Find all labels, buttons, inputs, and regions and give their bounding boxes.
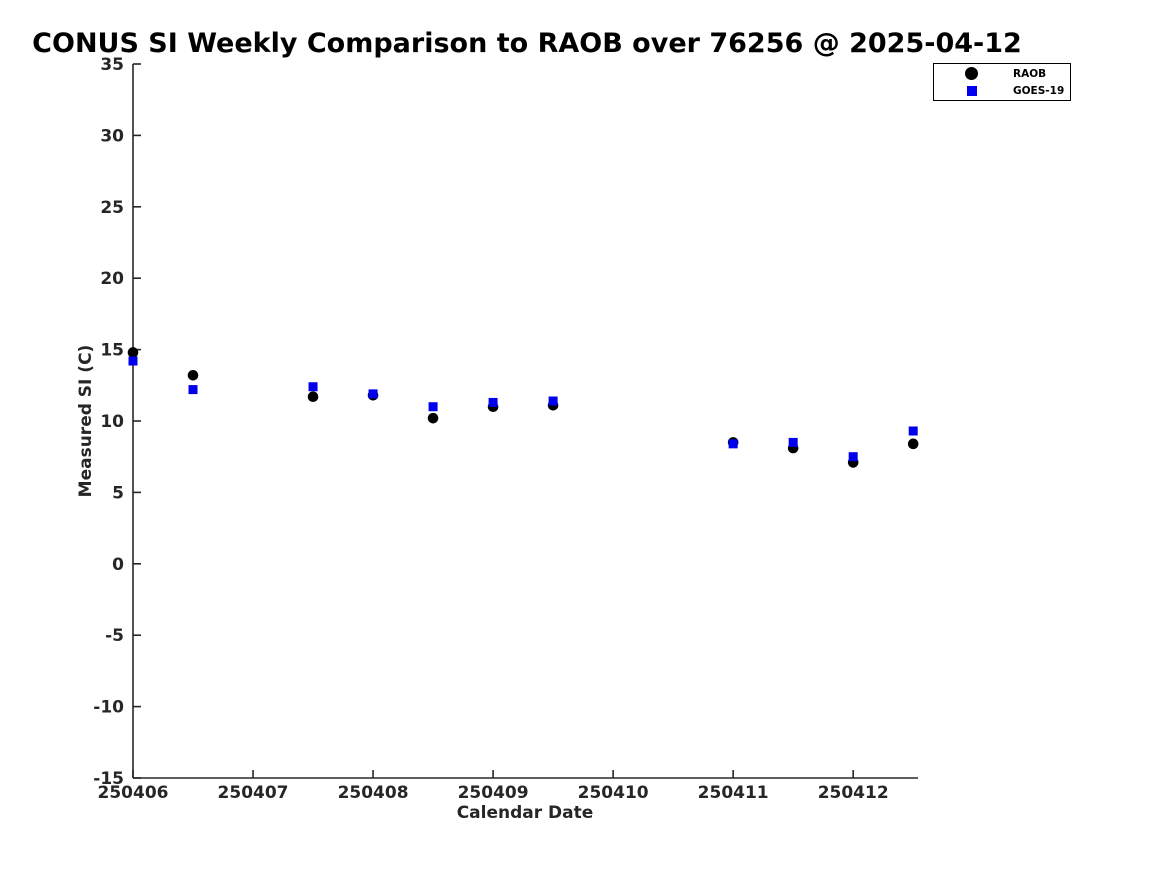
data-point-raob bbox=[127, 347, 139, 358]
data-point-goes-19 bbox=[488, 397, 498, 407]
y-tick-label: 20 bbox=[100, 269, 124, 289]
data-point-raob bbox=[187, 370, 199, 381]
data-point-goes-19 bbox=[428, 402, 438, 412]
x-tick-label: 250409 bbox=[458, 783, 529, 803]
y-tick-label: -5 bbox=[105, 626, 124, 646]
x-tick-label: 250407 bbox=[218, 783, 289, 803]
y-tick-label: 0 bbox=[112, 555, 124, 575]
y-tick-label: 10 bbox=[100, 412, 124, 432]
x-tick-label: 250411 bbox=[698, 783, 769, 803]
y-tick-label: 25 bbox=[100, 198, 124, 218]
x-tick-label: 250408 bbox=[338, 783, 409, 803]
y-tick-label: 5 bbox=[112, 483, 124, 503]
data-point-goes-19 bbox=[308, 382, 318, 392]
y-axis-label: Measured SI (C) bbox=[76, 344, 96, 498]
x-axis-label: Calendar Date bbox=[456, 803, 594, 823]
y-tick-label: 30 bbox=[100, 126, 124, 146]
legend: RAOB GOES-19 bbox=[933, 63, 1071, 101]
legend-label-goes19: GOES-19 bbox=[1013, 84, 1065, 97]
data-point-goes-19 bbox=[128, 356, 138, 366]
x-tick-label: 250406 bbox=[98, 783, 169, 803]
data-point-raob bbox=[907, 438, 919, 450]
legend-label-raob: RAOB bbox=[1013, 67, 1047, 80]
x-tick-label: 250410 bbox=[578, 783, 649, 803]
data-point-raob bbox=[427, 412, 439, 424]
y-tick-label: -15 bbox=[93, 769, 124, 789]
x-tick-label: 250412 bbox=[818, 783, 889, 803]
data-point-goes-19 bbox=[788, 437, 798, 447]
data-point-goes-19 bbox=[188, 385, 198, 395]
data-point-goes-19 bbox=[548, 396, 558, 406]
legend-item-goes19: GOES-19 bbox=[934, 82, 1070, 99]
data-point-raob bbox=[307, 391, 319, 403]
goes19-square-icon bbox=[965, 84, 978, 97]
data-point-goes-19 bbox=[728, 439, 738, 449]
data-point-goes-19 bbox=[368, 389, 378, 399]
y-tick-label: 15 bbox=[100, 341, 124, 361]
data-point-goes-19 bbox=[908, 426, 918, 436]
raob-circle-icon bbox=[965, 67, 978, 80]
chart-title: CONUS SI Weekly Comparison to RAOB over … bbox=[32, 28, 1022, 59]
y-tick-label: 35 bbox=[100, 55, 124, 75]
data-point-goes-19 bbox=[848, 452, 858, 462]
y-tick-label: -10 bbox=[93, 698, 124, 718]
legend-item-raob: RAOB bbox=[934, 65, 1070, 82]
